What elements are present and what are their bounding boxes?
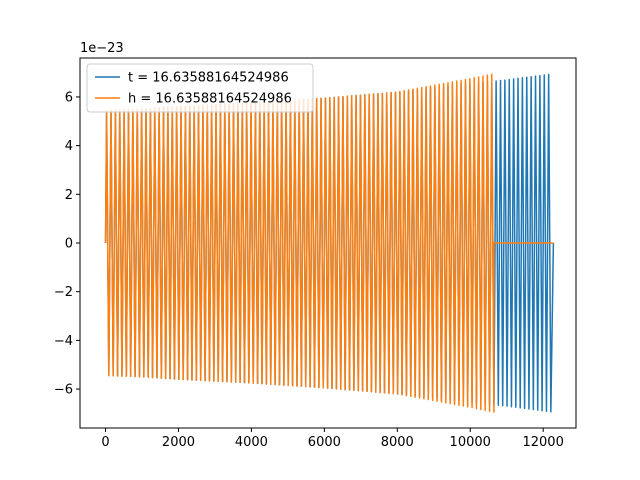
x-tick-label: 4000 xyxy=(235,435,268,450)
x-tick-label: 0 xyxy=(101,435,109,450)
y-tick-label: 6 xyxy=(65,90,73,105)
x-tick-label: 2000 xyxy=(162,435,195,450)
y-tick-label: 2 xyxy=(65,188,73,203)
x-tick-label: 6000 xyxy=(308,435,341,450)
y-tick-label: 0 xyxy=(65,237,73,252)
legend: t = 16.63588164524986 h = 16.635881645249… xyxy=(86,63,314,113)
y-tick-label: 4 xyxy=(65,139,73,154)
y-axis-scale-label: 1e−23 xyxy=(80,41,124,56)
series-line-1 xyxy=(104,73,554,413)
x-tick-label: 10000 xyxy=(450,435,491,450)
x-tick-label: 12000 xyxy=(522,435,563,450)
y-tick-label: −6 xyxy=(54,383,73,398)
y-tick-label: −4 xyxy=(54,334,73,349)
x-tick-label: 8000 xyxy=(381,435,414,450)
y-tick-label: −2 xyxy=(54,285,73,300)
legend-label-0: t = 16.63588164524986 xyxy=(128,71,289,86)
y-axis: −6 −4 −2 0 2 4 6 xyxy=(54,90,80,398)
legend-box xyxy=(86,63,314,113)
x-axis: 0 2000 4000 6000 8000 10000 12000 xyxy=(101,428,564,450)
series-layer xyxy=(104,73,555,413)
legend-label-1: h = 16.63588164524986 xyxy=(128,92,292,107)
